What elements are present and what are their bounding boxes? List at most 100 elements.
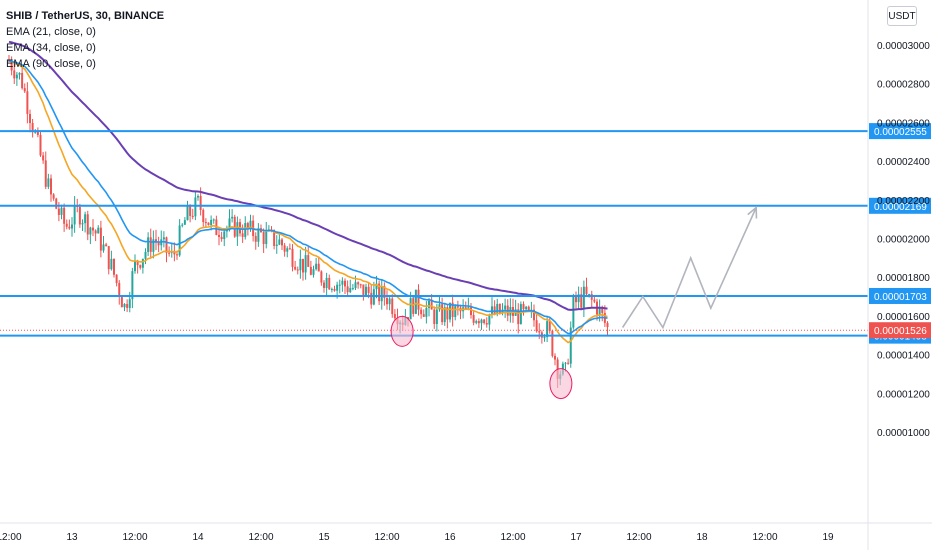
candle-body (147, 237, 150, 252)
x-tick-label: 12:00 (122, 532, 147, 543)
candle-body (36, 131, 39, 135)
y-tick-label: 0.00001400 (877, 351, 930, 362)
symbol-title[interactable]: SHIB / TetherUS, 30, BINANCE (6, 10, 165, 22)
candle-body (386, 298, 388, 305)
candle-body (354, 282, 357, 289)
candle-body (275, 244, 278, 246)
y-tick-label: 0.00001000 (877, 428, 930, 439)
candle-body (281, 239, 283, 246)
candle-body (63, 207, 66, 224)
candle-body (102, 244, 105, 251)
candle-body (262, 232, 265, 245)
candle-body (527, 306, 530, 311)
candle-body (580, 294, 583, 308)
candle-body (543, 337, 546, 339)
candle-body (173, 250, 176, 255)
candle-body (291, 248, 294, 267)
candle-body (207, 222, 210, 226)
level-price-label: 0.00002169 (874, 202, 927, 213)
candle-body (191, 215, 194, 217)
candle-body (582, 286, 585, 308)
indicator-ema-90[interactable]: EMA (90, close, 0) (6, 58, 96, 70)
candle-body (144, 251, 147, 259)
candle-body (433, 309, 436, 325)
currency-button[interactable]: USDT (887, 6, 917, 26)
y-tick-label: 0.00003000 (877, 41, 930, 52)
candle-body (567, 362, 570, 364)
chart-legend: SHIB / TetherUS, 30, BINANCE EMA (21, cl… (6, 8, 164, 72)
candle-body (551, 330, 554, 356)
candle-body (522, 304, 525, 310)
candle-body (533, 309, 535, 321)
candle-body (320, 271, 323, 283)
candle-body (378, 283, 381, 302)
candle-body (538, 331, 541, 333)
candle-body (546, 321, 549, 338)
candle-body (564, 362, 567, 364)
indicator-ema-21[interactable]: EMA (21, close, 0) (6, 26, 96, 38)
candle-body (554, 355, 556, 360)
x-tick-label: 12:00 (752, 532, 777, 543)
x-tick-label: 16 (444, 532, 456, 543)
candle-body (18, 72, 21, 75)
candle-body (456, 306, 459, 308)
candle-body (606, 322, 609, 328)
x-tick-label: 12:00 (0, 532, 22, 543)
candle-body (136, 260, 139, 266)
indicator-ema-34[interactable]: EMA (34, close, 0) (6, 42, 96, 54)
candle-body (359, 284, 362, 286)
candle-body (47, 178, 50, 187)
candle-body (210, 219, 213, 226)
candle-body (391, 298, 394, 315)
candle-body (84, 214, 87, 224)
x-tick-label: 12:00 (500, 532, 525, 543)
highlight-circle (549, 368, 573, 400)
candle-body (286, 248, 289, 252)
candle-body (525, 306, 528, 310)
candle-body (477, 321, 480, 324)
candle-body (496, 303, 499, 314)
candle-body (380, 286, 383, 302)
candle-body (365, 286, 367, 297)
x-tick-label: 14 (192, 532, 204, 543)
candle-body (480, 319, 483, 324)
y-tick-label: 0.00002200 (877, 196, 930, 207)
candle-body (42, 155, 45, 161)
candle-body (118, 282, 121, 298)
candle-body (265, 230, 268, 245)
candle-body (60, 207, 63, 215)
candle-body (475, 321, 478, 323)
y-tick-label: 0.00002800 (877, 80, 930, 91)
last-price-label: 0.00001526 (874, 326, 927, 337)
candle-body (223, 231, 226, 240)
candle-body (417, 289, 420, 310)
candle-body (194, 197, 197, 217)
candle-body (157, 241, 160, 246)
candle-body (504, 305, 507, 310)
candle-body (31, 123, 34, 133)
candle-body (181, 224, 184, 226)
candle-body (149, 237, 152, 252)
x-tick-label: 18 (696, 532, 708, 543)
ema-line (8, 59, 608, 335)
candle-body (548, 321, 551, 331)
candle-body (328, 277, 331, 290)
candle-body (572, 295, 575, 328)
candle-body (315, 263, 318, 270)
candle-body (344, 280, 346, 287)
candle-body (296, 269, 299, 271)
candle-body (15, 74, 18, 79)
candle-body (81, 223, 84, 225)
candle-body (601, 306, 604, 313)
candle-body (120, 297, 123, 308)
projection-path (621, 207, 757, 330)
candle-body (409, 298, 412, 320)
candle-body (71, 224, 73, 229)
candle-body (155, 239, 157, 242)
candle-body (593, 299, 596, 302)
candle-body (422, 314, 425, 317)
candle-body (441, 304, 444, 323)
candle-body (55, 198, 58, 209)
